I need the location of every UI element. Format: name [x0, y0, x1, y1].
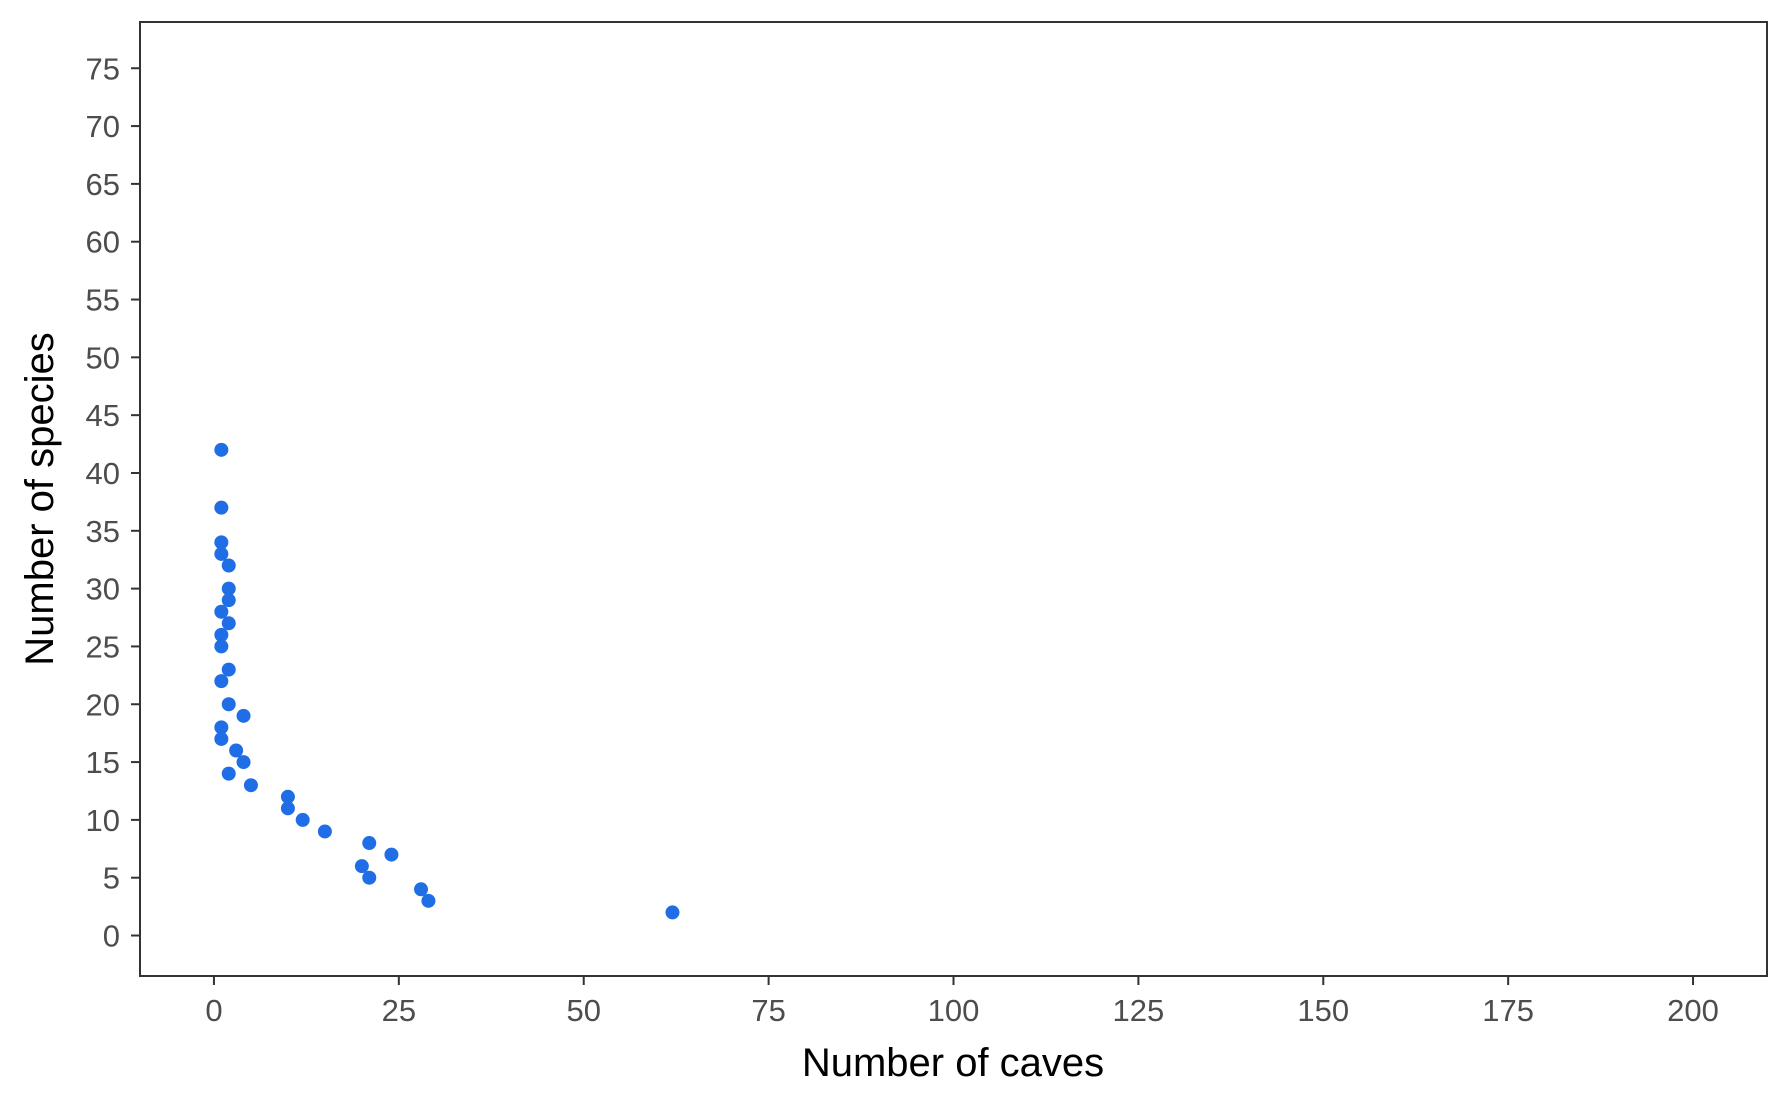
data-point — [221, 593, 236, 608]
data-point — [214, 639, 229, 654]
y-tick-label: 30 — [86, 572, 120, 607]
data-point — [362, 836, 377, 851]
y-tick-label: 15 — [86, 745, 120, 780]
data-point — [414, 882, 429, 897]
y-tick-label: 45 — [86, 398, 120, 433]
y-tick-label: 40 — [86, 456, 120, 491]
x-tick-label: 75 — [751, 993, 785, 1028]
y-tick-label: 0 — [103, 919, 120, 954]
data-point — [214, 674, 229, 689]
y-tick-label: 20 — [86, 687, 120, 722]
data-point — [214, 720, 229, 735]
data-point — [214, 604, 229, 619]
y-tick-label: 50 — [86, 340, 120, 375]
data-point — [214, 627, 229, 642]
data-point — [280, 789, 295, 804]
y-tick-label: 5 — [103, 861, 120, 896]
data-point — [214, 442, 229, 457]
y-tick-label: 10 — [86, 803, 120, 838]
y-tick-label: 55 — [86, 283, 120, 318]
x-tick-label: 125 — [1113, 993, 1165, 1028]
data-point — [221, 581, 236, 596]
y-axis: 0 5 10 15 20 25 30 35 40 45 50 55 60 65 70 75 — [86, 51, 140, 954]
data-point — [221, 558, 236, 573]
data-point — [221, 616, 236, 631]
data-point — [384, 847, 399, 862]
x-axis-title: Number of caves — [802, 1041, 1104, 1085]
data-point — [229, 743, 244, 758]
x-tick-label: 150 — [1297, 993, 1349, 1028]
data-point — [214, 546, 229, 561]
y-tick-label: 70 — [86, 109, 120, 144]
y-axis-title: Number of species — [18, 332, 62, 665]
x-tick-label: 50 — [566, 993, 600, 1028]
y-tick-label: 35 — [86, 514, 120, 549]
data-point — [214, 500, 229, 515]
x-axis: 0 25 50 75 100 125 150 175 200 — [205, 976, 1719, 1028]
data-point — [214, 731, 229, 746]
data-point — [221, 766, 236, 781]
x-tick-label: 200 — [1667, 993, 1719, 1028]
y-tick-label: 75 — [86, 51, 120, 86]
x-tick-label: 0 — [205, 993, 222, 1028]
data-point — [221, 697, 236, 712]
data-point — [665, 905, 680, 920]
x-tick-label: 100 — [928, 993, 980, 1028]
data-point — [295, 812, 310, 827]
data-point — [354, 859, 369, 874]
y-tick-label: 60 — [86, 225, 120, 260]
x-tick-label: 175 — [1482, 993, 1534, 1028]
data-point — [236, 708, 251, 723]
data-point — [236, 755, 251, 770]
data-points — [214, 442, 680, 920]
x-tick-label: 25 — [382, 993, 416, 1028]
data-point — [362, 870, 377, 885]
data-point — [221, 662, 236, 677]
data-point — [317, 824, 332, 839]
y-tick-label: 25 — [86, 629, 120, 664]
data-point — [421, 893, 436, 908]
data-point — [280, 801, 295, 816]
y-tick-label: 65 — [86, 167, 120, 202]
data-point — [243, 778, 258, 793]
data-point — [214, 535, 229, 550]
